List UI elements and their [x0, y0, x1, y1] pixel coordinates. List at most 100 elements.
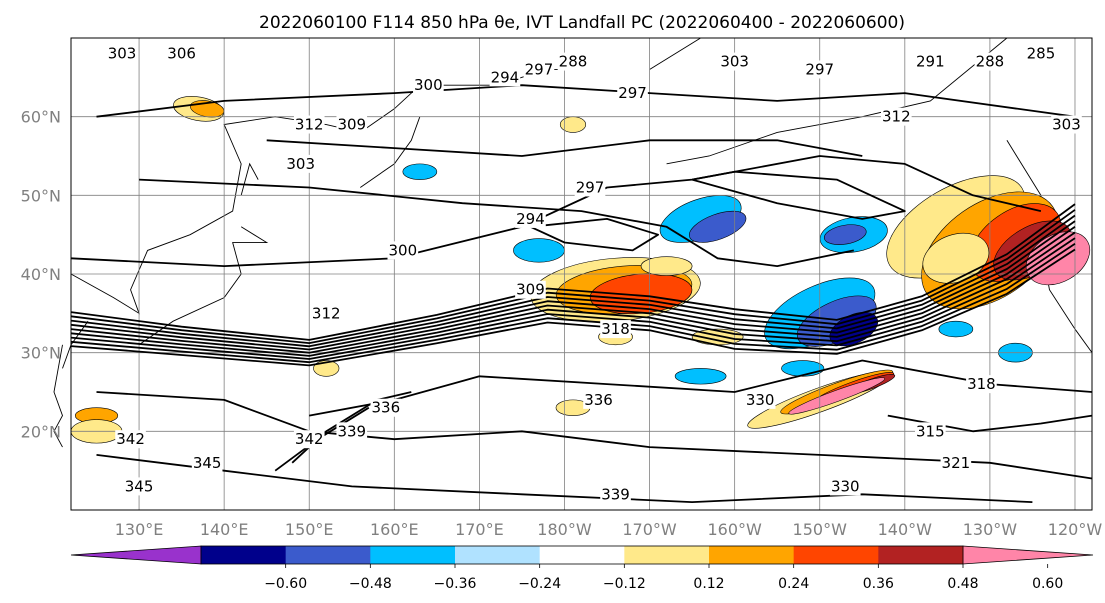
contour-line: [96, 391, 1093, 480]
x-tick-label: 150°E: [285, 520, 334, 539]
contour-label: 297: [618, 84, 647, 102]
x-tick-label: 130°W: [963, 520, 1018, 539]
contour-line: [70, 155, 1042, 267]
contour-label-bg: [804, 60, 836, 79]
anomaly-patch: [788, 377, 886, 415]
contour-label-bg: [1025, 44, 1057, 63]
colorbar-tick-label: −0.24: [518, 576, 561, 592]
contour-line: [70, 231, 1076, 357]
contour-line: [70, 203, 1076, 341]
contour-line: [70, 226, 1076, 354]
contour-label: 303: [286, 155, 315, 173]
colorbar-tick-label: 0.60: [1032, 576, 1063, 592]
colorbar-tick-label: 0.36: [863, 576, 894, 592]
contour-label: 300: [389, 241, 418, 259]
contour-line: [70, 220, 1076, 351]
contour-line: [70, 243, 1076, 364]
contour-label: 300: [414, 76, 443, 94]
contour-label-bg: [166, 44, 197, 63]
contour-label: 303: [1052, 116, 1081, 134]
colorbar-segment: [878, 546, 964, 564]
contour-label-bg: [557, 52, 589, 71]
contour-label: 309: [337, 116, 366, 134]
anomaly-patch: [513, 238, 565, 263]
anomaly-patch: [689, 210, 747, 243]
contour-line: [96, 454, 1033, 503]
colorbar-segment: [793, 546, 879, 564]
colorbar-segment: [201, 546, 287, 564]
contour-label: 318: [967, 375, 996, 393]
contour-label: 342: [295, 430, 324, 448]
x-tick-label: 150°W: [793, 520, 848, 539]
contour-label: 285: [1027, 45, 1056, 63]
x-tick-label: 160°E: [370, 520, 419, 539]
contour-label: 321: [942, 454, 971, 472]
colorbar-tick-label: −0.48: [349, 576, 392, 592]
contour-label-bg: [574, 178, 606, 197]
contour-label: 297: [805, 60, 834, 78]
y-tick-label: 20°N: [21, 422, 61, 441]
contour-label-bg: [829, 477, 861, 496]
colorbar: −0.60 −0.48 −0.36 −0.24 −0.12 0.12 0.24 0.36 0.4…: [70, 545, 1094, 592]
contour-label-bg: [115, 430, 146, 449]
contour-label-bg: [106, 44, 138, 63]
contour-line: [70, 237, 1076, 360]
contour-label-bg: [880, 107, 912, 126]
contour-line: [691, 170, 906, 220]
contour-label: 294: [491, 68, 520, 86]
y-axis-ticks: 60°N 50°N 40°N 30°N 20°N: [21, 108, 61, 442]
contour-label: 291: [916, 53, 945, 71]
x-tick-label: 160°W: [707, 520, 762, 539]
contour-label: 315: [916, 422, 945, 440]
contour-label: 297: [576, 178, 605, 196]
contour-label: 288: [559, 53, 588, 71]
contour-label-bg: [915, 422, 946, 441]
contour-label: 342: [116, 430, 145, 448]
contour-label: 336: [584, 391, 613, 409]
colorbar-tick-label: −0.12: [603, 576, 646, 592]
contour-line: [530, 218, 659, 252]
contour-line: [70, 248, 1076, 367]
contour-label-bg: [293, 430, 325, 449]
map-frame: [70, 37, 1093, 511]
colorbar-segment: [455, 546, 541, 564]
x-tick-label: 130°E: [115, 520, 164, 539]
contour-label: 336: [371, 399, 400, 417]
colorbar-segment: [624, 546, 710, 564]
contour-line: [70, 214, 1076, 348]
contour-label-bg: [370, 398, 402, 417]
anomaly-patch: [640, 256, 693, 276]
y-tick-label: 50°N: [21, 186, 61, 205]
contour-line: [96, 84, 1076, 118]
colorbar-segment: [285, 546, 371, 564]
contour-label: 345: [193, 454, 222, 472]
contour-label-bg: [413, 76, 444, 95]
colorbar-tick-label: 0.24: [778, 576, 809, 592]
colorbar-segment: [709, 546, 795, 564]
colorbar-extend-high: [962, 545, 1094, 565]
contour-label-bg: [719, 52, 750, 71]
colorbar-tick-label: 0.12: [693, 576, 724, 592]
contour-label-bg: [285, 154, 317, 173]
colorbar-segment: [370, 546, 456, 564]
contour-label-bg: [123, 477, 155, 496]
contour-label-bg: [387, 241, 419, 260]
contour-label-bg: [1051, 115, 1082, 134]
contour-label-bg: [600, 485, 631, 504]
y-tick-label: 40°N: [21, 265, 61, 284]
contour-label: 339: [601, 485, 630, 503]
contour-label-bg: [974, 52, 1006, 71]
contour-label-bg: [489, 68, 521, 87]
contour-label-bg: [940, 453, 972, 472]
x-tick-label: 180°W: [537, 520, 592, 539]
theta-e-contours: [70, 84, 1093, 503]
contour-label: 330: [831, 477, 860, 495]
shaded-anomalies: [70, 96, 1091, 444]
colorbar-tick-label: −0.36: [434, 576, 477, 592]
anomaly-patch: [823, 224, 867, 245]
contour-label: 339: [337, 422, 366, 440]
contour-label: 288: [976, 53, 1005, 71]
contour-label: 330: [746, 391, 775, 409]
contour-label: 345: [125, 477, 154, 495]
contour-label: 303: [108, 45, 137, 63]
